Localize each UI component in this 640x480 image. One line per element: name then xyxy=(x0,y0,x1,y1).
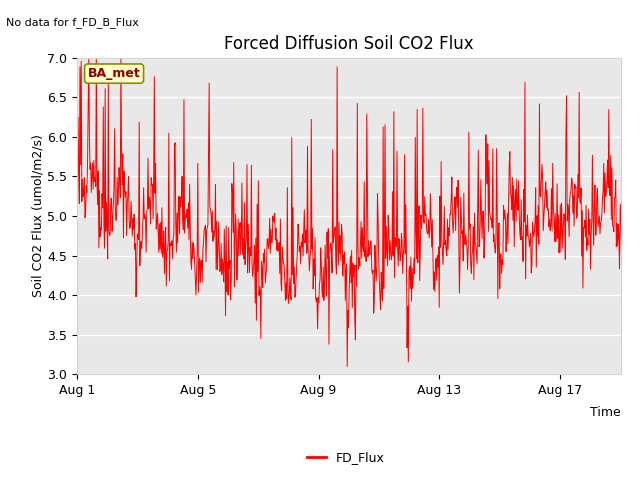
Text: Time: Time xyxy=(590,406,621,419)
Y-axis label: Soil CO2 Flux (umol/m2/s): Soil CO2 Flux (umol/m2/s) xyxy=(31,134,44,298)
Text: No data for f_FD_B_Flux: No data for f_FD_B_Flux xyxy=(6,17,140,28)
Text: BA_met: BA_met xyxy=(88,67,140,80)
Legend: FD_Flux: FD_Flux xyxy=(302,446,389,469)
Title: Forced Diffusion Soil CO2 Flux: Forced Diffusion Soil CO2 Flux xyxy=(224,35,474,53)
